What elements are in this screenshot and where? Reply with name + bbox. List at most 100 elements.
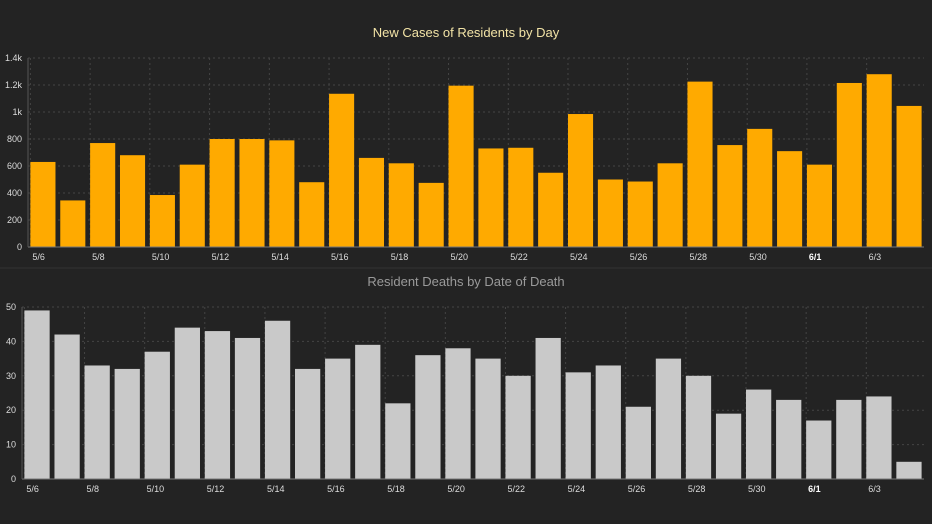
y-tick-label: 800: [7, 134, 22, 144]
bar-5-14: [264, 320, 291, 479]
y-tick-label: 20: [6, 405, 16, 415]
x-tick-label: 5/18: [391, 252, 409, 262]
bar-6-2: [836, 399, 862, 479]
x-tick-label: 6/1: [809, 252, 822, 262]
bar-5-19: [418, 182, 444, 247]
x-tick-label: 5/8: [92, 252, 105, 262]
bar-6-1: [806, 164, 833, 247]
bar-5-27: [657, 163, 683, 247]
bar-5-13: [234, 337, 261, 479]
bar-5-6: [30, 161, 56, 247]
x-tick-label: 5/28: [688, 484, 706, 494]
x-tick-label: 5/16: [327, 484, 345, 494]
y-tick-label: 30: [6, 371, 16, 381]
y-tick-label: 10: [6, 440, 16, 450]
bar-5-21: [478, 148, 504, 247]
bar-5-14: [269, 140, 295, 247]
bar-5-12: [204, 331, 231, 479]
x-tick-label: 5/22: [507, 484, 525, 494]
bar-5-22: [508, 147, 534, 247]
x-tick-label: 5/14: [271, 252, 289, 262]
bar-5-11: [179, 164, 205, 247]
deaths-chart: 0 10 20 30 40 50 5/6 5/8 5/10 5/12 5/14 5/16 5/18 5/2…: [6, 302, 924, 494]
x-tick-label: 5/16: [331, 252, 349, 262]
x-tick-label: 5/10: [147, 484, 165, 494]
bar-5-9: [119, 155, 146, 247]
bar-5-29: [717, 145, 743, 247]
x-tick-label: 5/22: [510, 252, 528, 262]
bar-6-1: [806, 420, 832, 479]
cases-chart: 0 200 400 600 800 1k 1.2k 1.4k 5/6 5/8 5/10 5/12 5/1…: [5, 53, 924, 262]
bar-5-7: [60, 200, 86, 247]
x-tick-label: 6/3: [868, 484, 881, 494]
y-tick-label: 0: [17, 242, 22, 252]
bar-5-16: [325, 358, 351, 479]
x-tick-label: 6/1: [808, 484, 821, 494]
bar-5-28: [685, 375, 712, 479]
x-tick-label: 5/18: [387, 484, 405, 494]
bar-5-31: [777, 151, 803, 247]
x-tick-label: 5/20: [447, 484, 465, 494]
bar-5-10: [144, 351, 170, 479]
x-tick-label: 5/8: [87, 484, 100, 494]
x-tick-label: 5/24: [568, 484, 586, 494]
bar-5-8: [84, 365, 110, 479]
bar-5-18: [388, 163, 414, 247]
bar-5-18: [385, 403, 411, 479]
cases-chart-title: New Cases of Residents by Day: [373, 25, 560, 40]
bar-5-7: [54, 334, 80, 479]
x-tick-label: 5/24: [570, 252, 588, 262]
bar-5-25: [597, 179, 623, 247]
x-tick-label: 5/10: [152, 252, 170, 262]
x-tick-label: 5/28: [689, 252, 707, 262]
y-tick-label: 0: [11, 474, 16, 484]
bar-6-2: [836, 82, 862, 247]
bar-5-11: [174, 327, 200, 479]
bar-5-21: [475, 358, 501, 479]
bar-5-16: [329, 93, 355, 248]
y-tick-label: 1.4k: [5, 53, 23, 63]
bar-6-3: [866, 74, 892, 247]
bar-5-20: [448, 85, 474, 247]
bar-5-26: [627, 181, 653, 247]
y-tick-label: 40: [6, 336, 16, 346]
bar-5-15: [299, 182, 325, 247]
x-tick-label: 5/20: [451, 252, 469, 262]
bar-5-12: [209, 139, 235, 247]
bar-5-29: [715, 413, 742, 479]
y-tick-label: 50: [6, 302, 16, 312]
bar-5-8: [90, 143, 116, 247]
deaths-chart-title: Resident Deaths by Date of Death: [367, 274, 564, 289]
bar-5-27: [655, 358, 682, 479]
bar-5-24: [565, 372, 591, 479]
bar-5-22: [505, 375, 531, 479]
bar-5-13: [239, 139, 265, 247]
bar-5-9: [114, 368, 140, 479]
bar-5-17: [355, 344, 381, 479]
bar-5-28: [687, 81, 713, 247]
bar-6-3: [866, 396, 892, 479]
x-tick-label: 5/6: [26, 484, 39, 494]
bar-5-19: [415, 355, 441, 479]
x-tick-label: 6/3: [869, 252, 882, 262]
bar-5-20: [445, 348, 471, 479]
bar-5-6: [24, 310, 50, 479]
x-tick-label: 5/12: [212, 252, 230, 262]
bar-5-23: [535, 337, 561, 479]
y-tick-label: 200: [7, 215, 22, 225]
bar-5-30: [746, 389, 772, 479]
bar-5-17: [358, 157, 385, 247]
x-tick-label: 5/12: [207, 484, 225, 494]
x-tick-label: 5/26: [630, 252, 648, 262]
bar-5-31: [776, 399, 802, 479]
bar-5-15: [295, 368, 321, 479]
x-tick-label: 5/14: [267, 484, 285, 494]
x-tick-label: 5/30: [748, 484, 766, 494]
x-tick-label: 5/30: [749, 252, 767, 262]
bar-5-24: [567, 114, 594, 248]
x-tick-label: 5/6: [32, 252, 45, 262]
x-tick-label: 5/26: [628, 484, 646, 494]
bar-5-23: [538, 172, 564, 247]
bar-6-4: [896, 105, 922, 247]
